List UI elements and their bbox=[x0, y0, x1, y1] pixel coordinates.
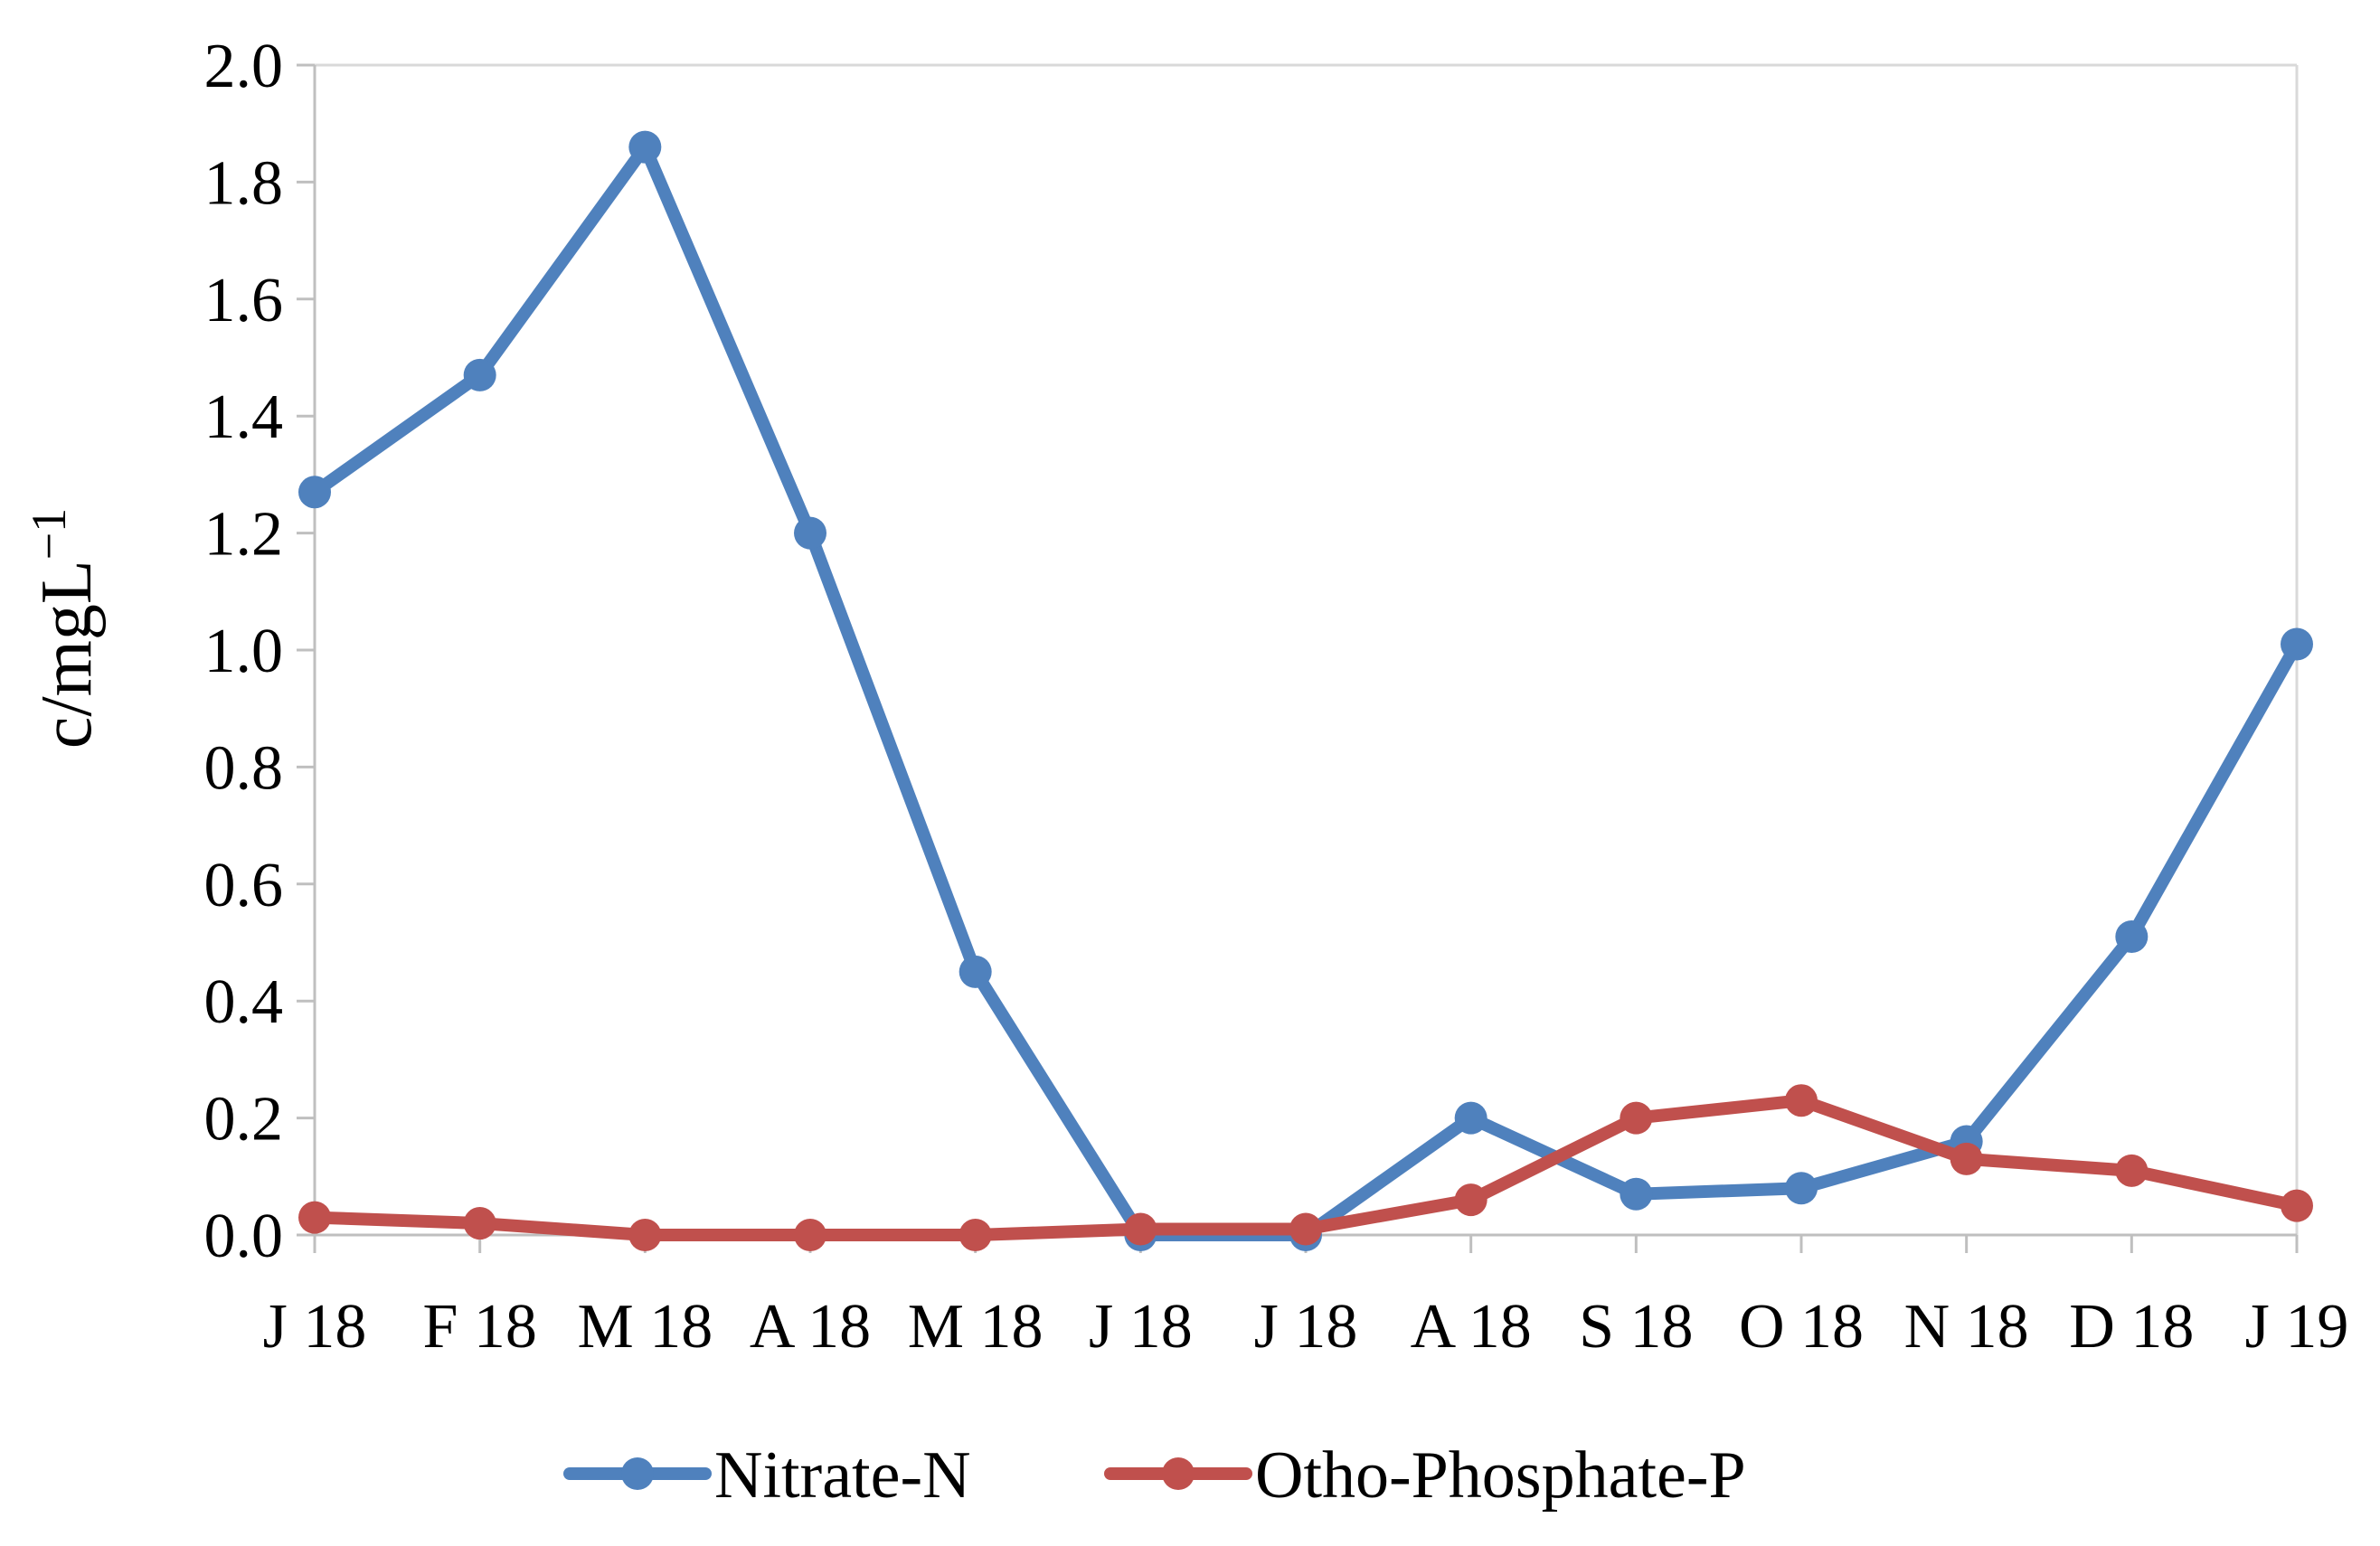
data-point-otho-phosphate-p bbox=[628, 1219, 662, 1251]
x-tick-label: J 18 bbox=[1254, 1292, 1358, 1362]
legend-item-nitrate-n: Nitrate-N bbox=[563, 1438, 971, 1513]
legend-swatch-marker bbox=[1162, 1457, 1195, 1490]
y-tick-label: 1.8 bbox=[204, 148, 284, 218]
data-point-nitrate-n bbox=[959, 955, 992, 988]
legend-swatch-marker bbox=[621, 1457, 654, 1490]
y-tick-label: 1.0 bbox=[204, 617, 284, 686]
x-tick-label: J 19 bbox=[2245, 1292, 2349, 1362]
data-point-nitrate-n bbox=[1454, 1101, 1488, 1135]
series-layer bbox=[298, 130, 2313, 1251]
data-point-nitrate-n bbox=[2281, 627, 2313, 661]
x-axis: J 18 F 18 M 18 A 18 M 18 J 18 J 18 A 18 S 18 O 18… bbox=[263, 1235, 2349, 1362]
y-tick-label: 0.6 bbox=[204, 851, 284, 920]
data-point-nitrate-n bbox=[463, 358, 496, 391]
data-point-otho-phosphate-p bbox=[1620, 1101, 1653, 1135]
x-tick-label: O 18 bbox=[1739, 1292, 1864, 1362]
data-point-otho-phosphate-p bbox=[298, 1201, 331, 1234]
legend-label: Otho-Phosphate-P bbox=[1255, 1438, 1746, 1513]
data-point-nitrate-n bbox=[1620, 1177, 1653, 1211]
data-point-otho-phosphate-p bbox=[1785, 1084, 1818, 1117]
x-tick-label: F 18 bbox=[422, 1292, 536, 1362]
data-point-nitrate-n bbox=[628, 130, 662, 164]
data-point-otho-phosphate-p bbox=[1950, 1142, 1983, 1175]
data-point-otho-phosphate-p bbox=[794, 1219, 826, 1251]
y-tick-label: 1.6 bbox=[204, 266, 284, 335]
y-tick-label: 1.4 bbox=[204, 382, 284, 452]
data-point-otho-phosphate-p bbox=[959, 1219, 992, 1251]
x-tick-label: N 18 bbox=[1904, 1292, 2029, 1362]
data-point-otho-phosphate-p bbox=[2281, 1189, 2313, 1222]
y-tick-label: 2.0 bbox=[204, 32, 284, 101]
x-tick-label: D 18 bbox=[2069, 1292, 2194, 1362]
x-tick-label: J 18 bbox=[1089, 1292, 1193, 1362]
legend-label: Nitrate-N bbox=[714, 1438, 971, 1513]
x-tick-label: A 18 bbox=[1411, 1292, 1532, 1362]
y-tick-label: 0.0 bbox=[204, 1202, 284, 1271]
x-tick-label: A 18 bbox=[750, 1292, 871, 1362]
y-tick-label: 0.4 bbox=[204, 967, 284, 1037]
series-otho-phosphate-p bbox=[298, 1084, 2313, 1251]
y-tick-label: 0.2 bbox=[204, 1085, 284, 1155]
data-point-otho-phosphate-p bbox=[1289, 1212, 1322, 1246]
x-tick-label: J 18 bbox=[263, 1292, 367, 1362]
y-tick-label: 0.8 bbox=[204, 733, 284, 803]
data-point-otho-phosphate-p bbox=[463, 1207, 496, 1240]
legend-item-otho-phosphate-p: Otho-Phosphate-P bbox=[1104, 1438, 1746, 1513]
data-point-nitrate-n bbox=[298, 476, 331, 509]
x-tick-label: M 18 bbox=[577, 1292, 713, 1362]
data-point-otho-phosphate-p bbox=[1454, 1183, 1488, 1217]
y-axis-title-superscript: −1 bbox=[22, 508, 76, 560]
y-axis-title: c/mgL−1 bbox=[22, 508, 107, 749]
x-tick-label: S 18 bbox=[1579, 1292, 1693, 1362]
data-point-nitrate-n bbox=[794, 516, 826, 550]
data-point-nitrate-n bbox=[2115, 920, 2149, 954]
legend: Nitrate-N Otho-Phosphate-P bbox=[563, 1438, 1746, 1513]
y-tick-label: 1.2 bbox=[204, 500, 284, 570]
x-tick-label: M 18 bbox=[908, 1292, 1044, 1362]
y-axis: 0.0 0.2 0.4 0.6 0.8 1.0 1.2 1.4 1.6 1.8 2.0 bbox=[204, 32, 315, 1271]
data-point-otho-phosphate-p bbox=[1124, 1212, 1157, 1246]
data-point-nitrate-n bbox=[1785, 1172, 1818, 1205]
data-point-otho-phosphate-p bbox=[2115, 1154, 2149, 1187]
